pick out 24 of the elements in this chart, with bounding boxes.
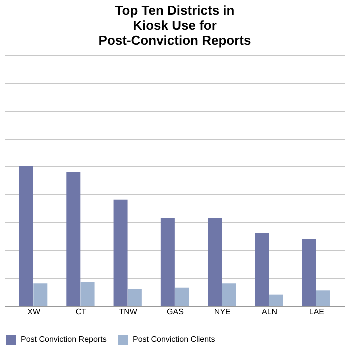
bar (34, 284, 48, 306)
chart-title: Top Ten Districts in Kiosk Use for Post-Conviction Reports (98, 3, 252, 48)
x-tick-label: LAE (309, 308, 324, 316)
x-tick-label: NYE (214, 308, 231, 316)
x-tick-label: XW (28, 308, 41, 316)
bar (208, 218, 222, 306)
bar (128, 289, 142, 306)
bar (20, 166, 34, 306)
bar (80, 282, 95, 306)
x-tick-label: TNW (119, 308, 138, 316)
x-tick-label: CT (76, 308, 87, 316)
legend-label: Post Conviction Clients (133, 335, 216, 344)
bar (255, 233, 270, 306)
bar (114, 200, 128, 306)
bar (66, 172, 81, 306)
bar (302, 239, 316, 306)
bar (269, 294, 284, 306)
bar (316, 290, 330, 306)
bar (160, 218, 175, 306)
x-tick-label: ALN (262, 308, 278, 316)
bar (175, 288, 190, 306)
legend-label: Post Conviction Reports (21, 335, 107, 344)
bar (222, 284, 236, 306)
x-tick-label: GAS (167, 308, 184, 316)
